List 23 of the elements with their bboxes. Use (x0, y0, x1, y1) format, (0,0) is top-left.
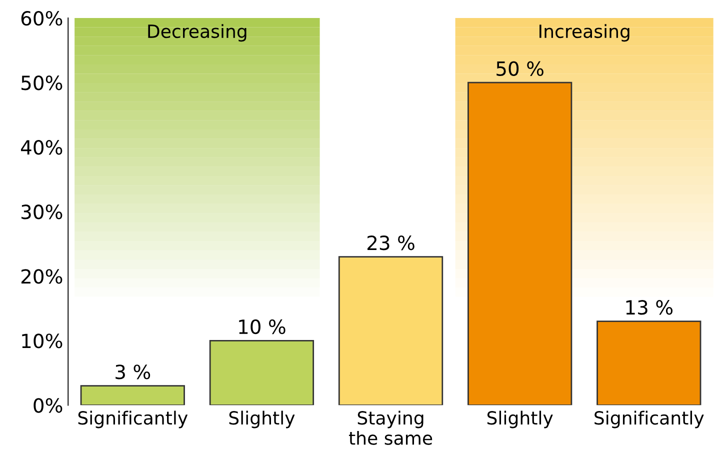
y-tick-label: 60% (21, 10, 62, 26)
bar (596, 320, 702, 406)
x-tick-label: Staying the same (348, 410, 432, 445)
y-tick-label: 50% (22, 76, 62, 90)
bar (338, 256, 444, 406)
y-tick-label: 10% (22, 334, 62, 348)
x-tick-label: Slightly (487, 410, 553, 428)
y-tick-label: 30% (22, 204, 62, 220)
data-label: 3 % (116, 364, 150, 380)
y-tick-label: 40% (20, 140, 62, 155)
annotation: Increasing (540, 24, 630, 42)
annotation: Decreasing (148, 24, 246, 42)
x-tick-label: Slightly (229, 410, 295, 428)
y-tick-label: 0% (34, 398, 62, 413)
x-tick-label: Significantly (594, 410, 704, 428)
data-label: 23 % (367, 236, 414, 250)
data-label: 50 % (496, 61, 544, 76)
x-tick-label: Significantly (78, 410, 188, 428)
y-tick-label: 20% (21, 269, 62, 284)
bar (80, 385, 185, 406)
data-label: 13 % (626, 300, 673, 315)
data-label: 10 % (239, 319, 286, 334)
bar (209, 340, 314, 406)
